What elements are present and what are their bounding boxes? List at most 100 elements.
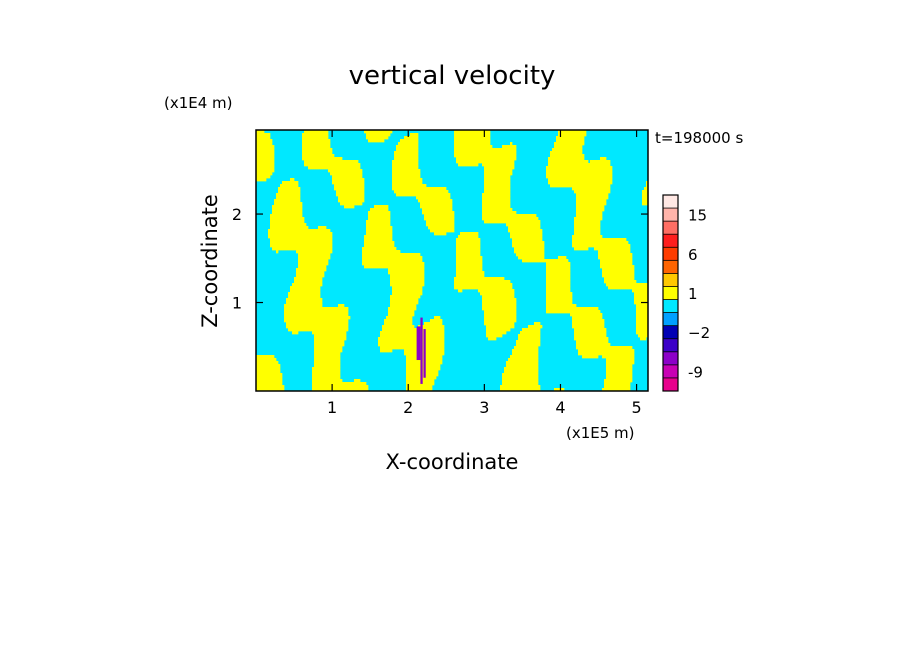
field-cell-positive — [504, 196, 507, 200]
field-cell-positive — [382, 247, 385, 251]
field-cell-positive — [592, 163, 595, 167]
field-cell-positive — [416, 283, 419, 287]
field-cell-positive — [546, 265, 549, 269]
field-cell-positive — [312, 259, 315, 263]
field-cell-positive — [536, 244, 539, 248]
field-cell-positive — [604, 268, 607, 272]
field-cell-positive — [580, 229, 583, 233]
field-cell-positive — [394, 271, 397, 275]
field-cell-positive — [616, 241, 619, 245]
field-cell-positive — [608, 190, 611, 194]
field-cell-positive — [516, 220, 519, 224]
field-cell-positive — [574, 229, 577, 233]
field-cell-positive — [384, 238, 387, 242]
field-cell-positive — [448, 226, 451, 230]
field-cell-positive — [480, 145, 483, 149]
field-cell-positive — [602, 238, 605, 242]
field-cell-positive — [608, 262, 611, 266]
field-cell-positive — [470, 151, 473, 155]
field-cell-positive — [260, 157, 263, 161]
field-cell-positive — [578, 145, 581, 149]
field-cell-positive — [500, 289, 503, 293]
field-cell-positive — [386, 235, 389, 239]
field-cell-positive — [486, 190, 489, 194]
field-cell-positive — [322, 307, 325, 311]
field-cell-positive — [286, 229, 289, 233]
field-cell-positive — [294, 277, 297, 281]
field-cell-positive — [504, 307, 507, 311]
field-cell-positive — [482, 283, 485, 287]
field-cell-positive — [576, 307, 579, 311]
field-cell-positive — [274, 241, 277, 245]
field-cell-positive — [306, 145, 309, 149]
field-cell-positive — [484, 295, 487, 299]
field-cell-positive — [388, 235, 391, 239]
field-cell-positive — [448, 223, 451, 227]
field-cell-positive — [458, 271, 461, 275]
field-cell-positive — [578, 130, 581, 134]
field-cell-positive — [398, 175, 401, 179]
field-cell-positive — [258, 130, 261, 134]
field-cell-positive — [306, 259, 309, 263]
field-cell-positive — [480, 139, 483, 143]
field-cell-positive — [478, 265, 481, 269]
field-cell-positive — [576, 172, 579, 176]
field-cell-positive — [306, 304, 309, 308]
field-cell-positive — [512, 301, 515, 305]
field-cell-positive — [466, 241, 469, 245]
field-cell-positive — [578, 139, 581, 143]
field-cell-positive — [398, 181, 401, 185]
field-cell-positive — [578, 196, 581, 200]
field-cell-positive — [456, 139, 459, 143]
field-cell-positive — [296, 199, 299, 203]
field-cell-positive — [602, 175, 605, 179]
field-cell-positive — [440, 199, 443, 203]
field-cell-positive — [388, 307, 391, 311]
field-cell-positive — [458, 274, 461, 278]
field-cell-positive — [420, 277, 423, 281]
field-cell-positive — [548, 274, 551, 278]
field-cell-positive — [308, 139, 311, 143]
field-cell-positive — [466, 232, 469, 236]
field-cell-positive — [470, 154, 473, 158]
field-cell-positive — [338, 304, 341, 308]
field-cell-positive — [296, 208, 299, 212]
field-cell-positive — [550, 274, 553, 278]
field-cell-positive — [632, 274, 635, 278]
field-cell-positive — [458, 280, 461, 284]
field-cell-positive — [436, 187, 439, 191]
field-cell-positive — [420, 289, 423, 293]
field-cell-positive — [480, 142, 483, 146]
field-cell-positive — [274, 217, 277, 221]
field-cell-positive — [386, 226, 389, 230]
field-cell-positive — [424, 214, 427, 218]
field-cell-positive — [260, 160, 263, 164]
field-cell-positive — [384, 250, 387, 254]
field-cell-positive — [572, 160, 575, 164]
field-cell-positive — [598, 226, 601, 230]
field-cell-positive — [458, 286, 461, 290]
field-cell-positive — [308, 238, 311, 242]
field-cell-positive — [372, 139, 375, 143]
field-cell-positive — [426, 196, 429, 200]
field-cell-positive — [270, 226, 273, 230]
field-cell-positive — [442, 211, 445, 215]
field-cell-positive — [584, 244, 587, 248]
field-cell-positive — [368, 232, 371, 236]
field-cell-positive — [638, 289, 641, 293]
field-cell-positive — [328, 160, 331, 164]
field-cell-positive — [606, 280, 609, 284]
field-cell-positive — [476, 235, 479, 239]
field-cell-positive — [612, 262, 615, 266]
field-cell-positive — [570, 142, 573, 146]
field-cell-positive — [390, 271, 393, 275]
field-cell-positive — [460, 286, 463, 290]
field-cell-positive — [586, 178, 589, 182]
field-cell-positive — [574, 235, 577, 239]
field-cell-positive — [272, 241, 275, 245]
field-cell-positive — [512, 157, 515, 161]
field-cell-positive — [304, 295, 307, 299]
field-cell-positive — [570, 136, 573, 140]
field-cell-positive — [428, 196, 431, 200]
field-cell-positive — [616, 238, 619, 242]
